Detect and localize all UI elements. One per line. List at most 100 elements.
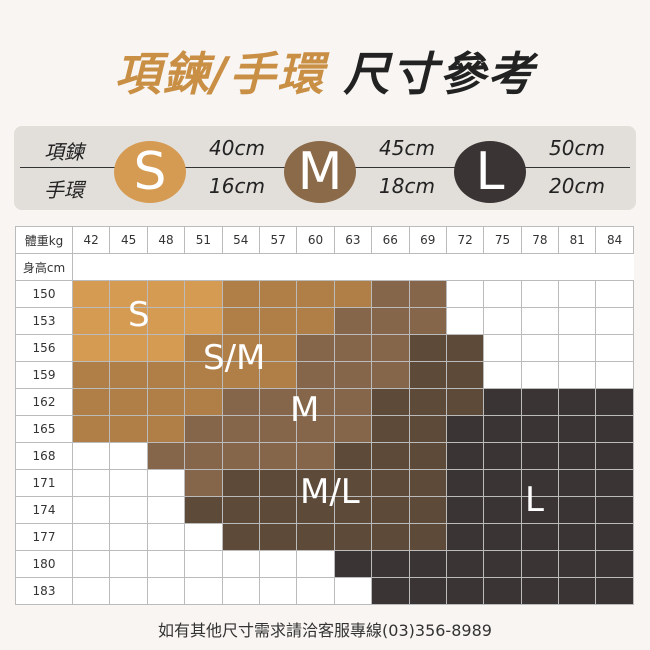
necklace-label: 項鍊	[42, 136, 86, 165]
grid-row: 183	[15, 577, 634, 605]
grid-cell-l	[558, 469, 597, 497]
grid-cell-b	[258, 496, 298, 524]
grid-cell-empty	[520, 280, 560, 308]
grid-cell-a	[221, 307, 260, 335]
grid-cell-l	[558, 415, 597, 443]
grid-cell-empty	[109, 442, 148, 470]
grid-cell-l	[520, 496, 560, 524]
grid-cell-m	[333, 334, 373, 362]
grid-cell-m	[184, 442, 223, 470]
grid-cell-a	[109, 361, 148, 389]
grid-row: 159	[15, 361, 634, 389]
grid-cell-empty	[71, 577, 111, 605]
grid-cell-l	[445, 523, 485, 551]
grid-cell-b	[371, 415, 410, 443]
weight-col-header: 60	[296, 226, 335, 254]
grid-cell-l	[558, 388, 597, 416]
height-row-header: 150	[15, 280, 73, 308]
grid-cell-a	[258, 307, 298, 335]
weight-col-header: 72	[445, 226, 485, 254]
grid-cell-empty	[71, 550, 111, 578]
grid-cell-m	[333, 361, 373, 389]
grid-row: 156	[15, 334, 634, 362]
grid-cell-b	[408, 388, 447, 416]
grid-cell-a	[146, 361, 186, 389]
weight-col-header: 63	[333, 226, 373, 254]
weight-col-header: 84	[595, 226, 634, 254]
grid-cell-empty	[258, 577, 298, 605]
weight-col-header: 75	[483, 226, 522, 254]
grid-cell-b	[408, 334, 447, 362]
grid-row: 171	[15, 469, 634, 497]
grid-row: 162	[15, 388, 634, 416]
grid-cell-empty	[296, 577, 335, 605]
grid-cell-b	[333, 523, 373, 551]
grid-cell-empty	[184, 550, 223, 578]
grid-cell-empty	[595, 280, 634, 308]
grid-cell-a	[71, 415, 111, 443]
grid-cell-empty	[296, 550, 335, 578]
grid-cell-empty	[595, 334, 634, 362]
grid-cell-empty	[184, 577, 223, 605]
grid-cell-empty	[558, 334, 597, 362]
grid-cell-empty	[146, 469, 186, 497]
grid-cell-empty	[520, 334, 560, 362]
grid-cell-l	[445, 577, 485, 605]
grid-cell-l	[595, 415, 634, 443]
grid-cell-a	[109, 388, 148, 416]
grid-cell-a	[296, 280, 335, 308]
grid-cell-l	[520, 550, 560, 578]
grid-cell-m	[333, 388, 373, 416]
grid-cell-s	[184, 307, 223, 335]
height-row-header: 168	[15, 442, 73, 470]
weight-col-header: 54	[221, 226, 260, 254]
grid-cell-l	[445, 415, 485, 443]
grid-cell-l	[483, 496, 522, 524]
grid-cell-empty	[109, 469, 148, 497]
grid-cell-l	[483, 469, 522, 497]
grid-row: 153	[15, 307, 634, 335]
grid-cell-b	[445, 334, 485, 362]
grid-cell-a	[71, 361, 111, 389]
height-row-header: 156	[15, 334, 73, 362]
weight-col-header: 42	[71, 226, 111, 254]
zone-label-l: L	[525, 480, 544, 520]
grid-cell-empty	[221, 577, 260, 605]
grid-cell-l	[483, 577, 522, 605]
grid-row: 150	[15, 280, 634, 308]
grid-cell-b	[258, 469, 298, 497]
grid-cell-b	[371, 442, 410, 470]
grid-cell-a	[146, 415, 186, 443]
grid-cell-b	[258, 523, 298, 551]
size-m-badge: M	[284, 141, 356, 203]
grid-cell-m	[184, 415, 223, 443]
height-row-header: 162	[15, 388, 73, 416]
grid-cell-l	[371, 577, 410, 605]
grid-cell-s	[71, 307, 111, 335]
grid-cell-b	[296, 523, 335, 551]
grid-cell-b	[408, 523, 447, 551]
grid-cell-l	[595, 388, 634, 416]
grid-cell-m	[296, 361, 335, 389]
grid-row: 168	[15, 442, 634, 470]
grid-cell-m	[184, 469, 223, 497]
grid-cell-m	[371, 280, 410, 308]
zone-label-m: M	[290, 390, 320, 430]
grid-cell-empty	[71, 496, 111, 524]
grid-cell-empty	[109, 577, 148, 605]
size-s-badge: S	[114, 141, 186, 203]
grid-row: 180	[15, 550, 634, 578]
grid-cell-empty	[520, 307, 560, 335]
grid-cell-b	[333, 469, 373, 497]
grid-cell-m	[371, 361, 410, 389]
grid-cell-a	[146, 388, 186, 416]
grid-cell-a	[258, 361, 298, 389]
height-row-header: 183	[15, 577, 73, 605]
grid-cell-s	[146, 334, 186, 362]
grid-cell-m	[333, 307, 373, 335]
grid-cell-empty	[71, 469, 111, 497]
grid-cell-l	[558, 442, 597, 470]
s-necklace-length: 40cm	[207, 136, 267, 160]
grid-cell-a	[221, 280, 260, 308]
grid-cell-l	[595, 469, 634, 497]
